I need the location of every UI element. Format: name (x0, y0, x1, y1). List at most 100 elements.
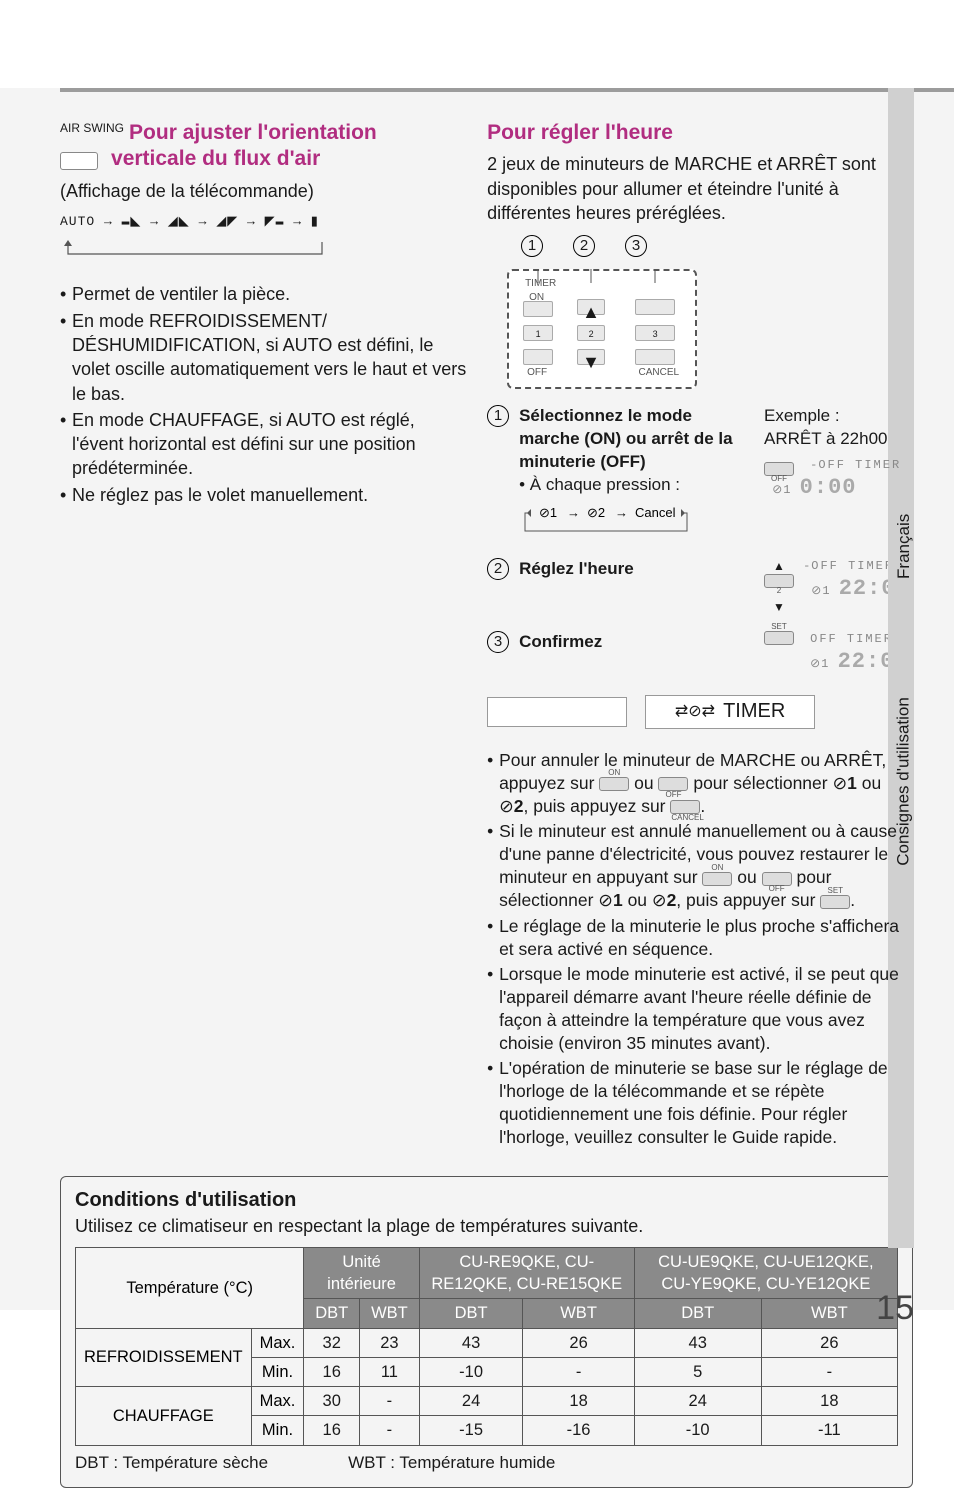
th-indoor: Unité intérieure (304, 1247, 419, 1299)
top-rule (60, 88, 954, 92)
cell: 16 (304, 1357, 360, 1386)
th-wbt: WBT (360, 1299, 420, 1328)
air-swing-header: AIR SWING Pour ajuster l'orientation ver… (60, 120, 467, 173)
row-min: Min. (251, 1416, 304, 1445)
lcd-clock-1: 0:00 (800, 475, 857, 500)
cell: - (761, 1357, 897, 1386)
remote-3-button: 3 (635, 325, 675, 341)
bullet-item: Si le minuteur est annulé manuellement o… (487, 820, 914, 912)
timer-label-box: ⇄⊘⇄ TIMER (645, 695, 815, 729)
th-dbt: DBT (419, 1299, 523, 1328)
step1-sub: • À chaque pression : (519, 474, 754, 497)
remote-pointer-lines (509, 269, 699, 283)
conditions-sub: Utilisez ce climatiseur en respectant la… (75, 1214, 898, 1238)
bullet-item: Pour annuler le minuteur de MARCHE ou AR… (487, 749, 914, 818)
remote-label-off: OFF (527, 366, 547, 380)
bullet-item: Le réglage de la minuterie le plus proch… (487, 915, 914, 961)
remote-2-button: 2 (577, 325, 605, 341)
off-mini-button: OFF (764, 462, 794, 476)
cell: -10 (634, 1416, 761, 1445)
th-dbt: DBT (304, 1299, 360, 1328)
bullet-item: En mode REFROIDISSEMENT/ DÉSHUMIDIFICATI… (60, 309, 467, 406)
legend-dbt: DBT : Température sèche (75, 1452, 268, 1475)
remote-cancel-button (635, 349, 675, 365)
row-min: Min. (251, 1357, 304, 1386)
cell: 26 (761, 1328, 897, 1357)
timer-icon: ⇄⊘⇄ (675, 701, 715, 723)
cell: -11 (761, 1416, 897, 1445)
timer-title: Pour régler l'heure (487, 120, 914, 146)
set-inline-button: SET (820, 895, 850, 909)
side-tab-francais: Français (893, 524, 916, 579)
lcd-prefix-2: ⊘1 (811, 584, 830, 598)
timer-label-text: TIMER (723, 698, 785, 725)
cell: 16 (304, 1416, 360, 1445)
remote-on-button (523, 301, 553, 317)
cell: - (360, 1416, 420, 1445)
legend-wbt: WBT : Température humide (348, 1452, 555, 1475)
timer-intro: 2 jeux de minuteurs de MARCHE et ARRÊT s… (487, 152, 914, 225)
cell: - (360, 1387, 420, 1416)
cell: 11 (360, 1357, 420, 1386)
step-marker-3: 3 (625, 235, 647, 257)
step2-mini-button: 2 (764, 574, 794, 588)
cell: 5 (634, 1357, 761, 1386)
bullet-item: Ne réglez pas le volet manuellement. (60, 483, 467, 507)
conditions-title: Conditions d'utilisation (75, 1187, 898, 1214)
row-heat: CHAUFFAGE (76, 1387, 252, 1446)
svg-text:→: → (615, 505, 628, 520)
remote-display-caption: (Affichage de la télécommande) (60, 179, 467, 203)
remote-label-cancel: CANCEL (639, 366, 680, 380)
bullet-item: L'opération de minuterie se base sur le … (487, 1057, 914, 1149)
remote-up-button: ▲ (577, 299, 605, 315)
bullet-item: Permet de ventiler la pièce. (60, 282, 467, 306)
cell: -15 (419, 1416, 523, 1445)
on-inline-button-2: ON (702, 872, 732, 886)
bullet-item: Lorsque le mode minuterie est activé, il… (487, 963, 914, 1055)
conditions-table: Température (°C) Unité intérieure CU-RE9… (75, 1247, 898, 1446)
air-swing-title-2: verticale du flux d'air (111, 147, 320, 170)
air-swing-label: AIR SWING (60, 121, 124, 135)
lcd-prefix-1: ⊘1 (772, 483, 791, 497)
step-marker-1: 1 (521, 235, 543, 257)
cell: 32 (304, 1328, 360, 1357)
step-num-3: 3 (487, 631, 509, 653)
remote-1-button: 1 (523, 325, 553, 341)
step3-title: Confirmez (519, 631, 754, 654)
on-inline-button: ON (599, 777, 629, 791)
cell: 30 (304, 1387, 360, 1416)
lcd-off-timer-3: OFF TIMER (810, 632, 893, 646)
cell: 18 (523, 1387, 634, 1416)
cell: - (523, 1357, 634, 1386)
air-swing-bullets: Permet de ventiler la pièce. En mode REF… (60, 282, 467, 507)
conditions-box: Conditions d'utilisation Utilisez ce cli… (60, 1176, 913, 1487)
step-marker-2: 2 (573, 235, 595, 257)
cell: 43 (634, 1328, 761, 1357)
step-num-1: 1 (487, 405, 509, 427)
svg-text:Cancel: Cancel (635, 505, 676, 520)
svg-text:⊘1: ⊘1 (539, 505, 557, 520)
cell: 24 (419, 1387, 523, 1416)
lcd-off-timer-2: OFF TIMER (811, 559, 894, 573)
cell: 18 (761, 1387, 897, 1416)
step-num-2: 2 (487, 558, 509, 580)
th-temp: Température (°C) (76, 1247, 304, 1328)
timer-blank-box (487, 697, 627, 727)
th-dbt: DBT (634, 1299, 761, 1328)
th-group1: CU-RE9QKE, CU-RE12QKE, CU-RE15QKE (419, 1247, 634, 1299)
th-group2: CU-UE9QKE, CU-UE12QKE, CU-YE9QKE, CU-YE1… (634, 1247, 897, 1299)
sequence-loop-arrow (60, 240, 467, 262)
svg-text:⊘2: ⊘2 (587, 505, 605, 520)
remote-set-button (635, 299, 675, 315)
step1-title: Sélectionnez le mode marche (ON) ou arrê… (519, 406, 733, 471)
row-max: Max. (251, 1387, 304, 1416)
th-wbt: WBT (523, 1299, 634, 1328)
off-inline-button-2: OFF (762, 872, 792, 886)
cell: 24 (634, 1387, 761, 1416)
set-mini-button: SET (764, 631, 794, 645)
lcd-off-timer-1: OFF TIMER (818, 458, 901, 472)
air-swing-button-icon (60, 152, 98, 170)
step2-title: Réglez l'heure (519, 558, 754, 581)
row-max: Max. (251, 1328, 304, 1357)
page-number: 15 (876, 1286, 914, 1332)
